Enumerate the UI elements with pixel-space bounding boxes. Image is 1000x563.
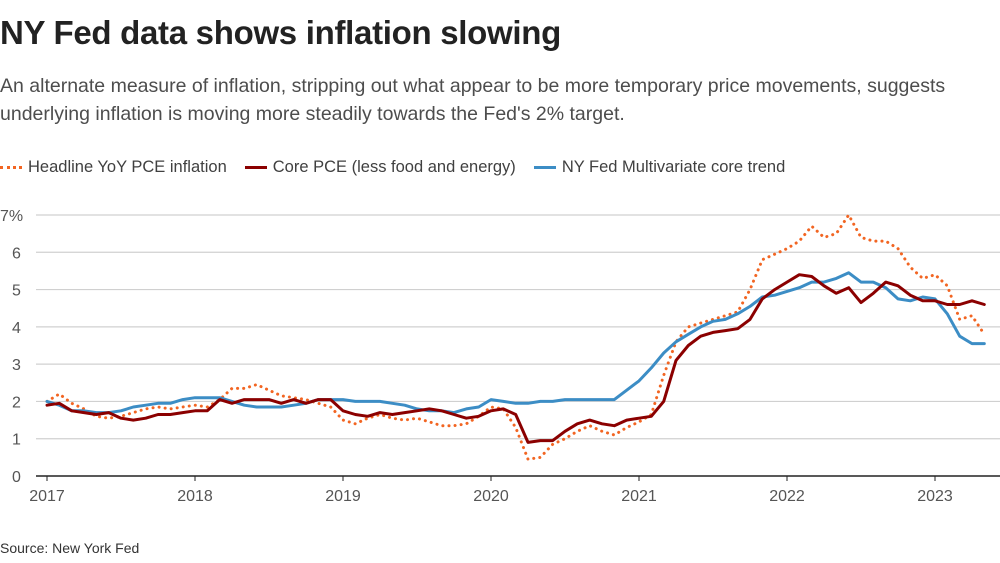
legend-item-nyfed: NY Fed Multivariate core trend <box>533 158 786 177</box>
y-axis-ticks: 0 1 2 3 4 5 6 7% <box>0 208 23 486</box>
y-tick-label: 3 <box>12 357 21 374</box>
legend-item-headline: Headline YoY PCE inflation <box>0 158 227 177</box>
y-tick-label: 2 <box>12 394 21 411</box>
legend-item-core: Core PCE (less food and energy) <box>244 158 516 177</box>
x-tick-label: 2018 <box>177 488 213 505</box>
x-tick-label: 2021 <box>621 488 657 505</box>
chart-title: NY Fed data shows inflation slowing <box>0 14 561 51</box>
y-tick-label: 5 <box>12 283 21 300</box>
series-line-core-pce <box>45 273 986 444</box>
legend-swatch-core <box>244 166 267 169</box>
legend-label-nyfed: NY Fed Multivariate core trend <box>561 158 786 176</box>
series-line-headline-pce <box>45 213 986 461</box>
y-tick-label: 1 <box>12 432 21 449</box>
gridlines <box>36 214 1000 477</box>
y-tick-label: 7% <box>0 208 23 225</box>
y-tick-label: 0 <box>12 469 21 486</box>
chart-subtitle: An alternate measure of inflation, strip… <box>0 75 946 125</box>
legend: Headline YoY PCE inflation Core PCE (les… <box>0 158 803 177</box>
y-tick-label: 6 <box>12 245 21 262</box>
x-axis-ticks: 2017 2018 2019 2020 2021 2022 2023 <box>29 476 953 505</box>
x-tick-label: 2017 <box>29 488 65 505</box>
series-lines <box>45 213 986 461</box>
x-tick-label: 2023 <box>917 488 953 505</box>
series-line-nyfed-mct <box>45 271 986 415</box>
x-tick-label: 2019 <box>325 488 361 505</box>
legend-swatch-nyfed <box>533 166 556 169</box>
x-tick-label: 2020 <box>473 488 509 505</box>
y-tick-label: 4 <box>12 320 21 337</box>
x-tick-label: 2022 <box>769 488 805 505</box>
legend-label-core: Core PCE (less food and energy) <box>272 158 516 176</box>
legend-swatch-headline <box>0 166 22 169</box>
source-note: Source: New York Fed <box>0 540 140 556</box>
legend-label-headline: Headline YoY PCE inflation <box>28 158 227 176</box>
